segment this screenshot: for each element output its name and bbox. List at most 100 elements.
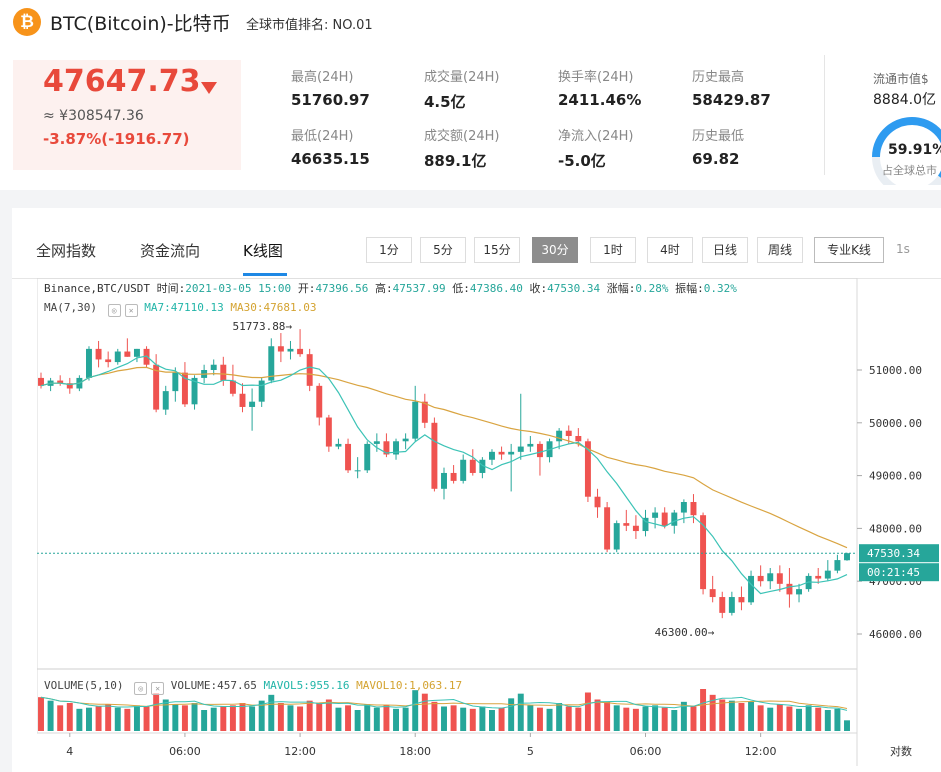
divider <box>824 55 825 175</box>
time-tick-label: 06:00 <box>630 745 662 758</box>
candle-body <box>575 436 582 442</box>
pro-kline-button[interactable]: 专业K线 <box>814 237 884 263</box>
candle-body <box>844 553 850 561</box>
mavol10-value: MAVOL10:1,063.17 <box>356 679 463 692</box>
candle-body <box>335 443 342 447</box>
volume-bar <box>143 706 150 731</box>
volume-bar <box>738 703 745 731</box>
candle-body <box>738 597 745 603</box>
candle-body <box>469 459 476 473</box>
stat-value: 2411.46% <box>558 91 642 109</box>
stat-label: 换手率(24H) <box>558 70 634 85</box>
stat-net-inflow-24h: 净流入(24H) -5.0亿 <box>558 125 633 171</box>
time-tick-label: 12:00 <box>284 745 316 758</box>
volume-bar <box>767 707 774 731</box>
interval-5min-button[interactable]: 5分 <box>420 237 466 263</box>
close-icon[interactable]: ✕ <box>124 304 138 317</box>
candle-body <box>642 517 649 532</box>
candle-body <box>114 351 121 363</box>
candle-body <box>556 430 563 442</box>
candle-body <box>258 380 265 402</box>
price-change: -3.87%(-1916.77) <box>43 130 190 148</box>
candle-body <box>287 348 294 352</box>
volume-bar <box>450 705 457 731</box>
volume-bar <box>671 710 678 731</box>
settings-icon[interactable]: ◎ <box>134 682 148 695</box>
stat-value: -5.0亿 <box>558 152 606 170</box>
close-icon[interactable]: ✕ <box>151 682 165 695</box>
log-scale-toggle[interactable]: 对数 <box>890 744 912 758</box>
candle-body <box>66 383 73 389</box>
candle-body <box>671 512 678 526</box>
interval-day-button[interactable]: 日线 <box>702 237 748 263</box>
circulating-cap-label: 流通市值$ <box>873 72 929 86</box>
candle-body <box>796 589 802 595</box>
time-tick-label: 12:00 <box>745 745 777 758</box>
mavol5-line <box>40 696 848 711</box>
candle-body <box>57 380 64 384</box>
mavol10-line <box>40 696 848 709</box>
candle-body <box>172 372 179 392</box>
interval-1h-button[interactable]: 1时 <box>590 237 636 263</box>
stat-value: 51760.97 <box>291 91 370 109</box>
circulating-cap-value: 8884.0亿 <box>873 92 936 108</box>
volume-bar <box>383 705 390 731</box>
volume-bar <box>297 706 304 731</box>
time-tick-label: 5 <box>527 745 534 758</box>
volume-value: VOLUME:457.65 <box>170 679 257 692</box>
volume-bar <box>748 701 755 731</box>
volume-bar <box>66 703 73 731</box>
time-value: 2021-03-05 15:00 <box>185 282 292 295</box>
candle-body <box>421 401 428 423</box>
volume-bar <box>498 707 505 731</box>
stat-all-time-high: 历史最高 58429.87 <box>692 66 771 109</box>
candle-body <box>239 393 246 407</box>
price-box: 47647.73 ≈ ¥308547.36 -3.87%(-1916.77) <box>13 60 241 170</box>
ma-legend: MA(7,30) ◎ ✕ MA7:47110.13 MA30:47681.03 <box>44 301 316 317</box>
volume-bar <box>57 705 64 731</box>
stat-amount-24h: 成交额(24H) 889.1亿 <box>424 125 499 171</box>
volume-bar <box>316 703 323 731</box>
stat-value: 889.1亿 <box>424 152 487 170</box>
candle-body <box>133 348 140 357</box>
volume-bar <box>47 700 54 731</box>
volume-bar <box>757 705 764 731</box>
volume-bar <box>536 707 543 731</box>
interval-4h-button[interactable]: 4时 <box>647 237 693 263</box>
tab-fund-flow[interactable]: 资金流向 <box>140 242 201 260</box>
ma30-line <box>40 366 848 549</box>
stat-high-24h: 最高(24H) 51760.97 <box>291 66 370 109</box>
volume-bar <box>277 703 284 731</box>
candle-body <box>604 507 611 550</box>
candle-body <box>210 364 217 370</box>
stat-low-24h: 最低(24H) 46635.15 <box>291 125 370 168</box>
stat-label: 最高(24H) <box>291 70 354 85</box>
volume-bar <box>76 708 83 731</box>
interval-15min-button[interactable]: 15分 <box>474 237 520 263</box>
kline-chart[interactable]: 51000.0050000.0049000.0048000.0047000.00… <box>37 278 941 766</box>
volume-bar <box>201 710 208 731</box>
volume-bar <box>441 706 447 731</box>
candle-body <box>364 443 371 471</box>
volume-bar <box>489 710 495 731</box>
volume-bar <box>604 701 611 731</box>
market-share-gauge <box>872 117 941 185</box>
chart-panel: 全网指数 资金流向 K线图 1分 5分 15分 30分 1时 4时 日线 周线 … <box>12 208 941 772</box>
interval-week-button[interactable]: 周线 <box>757 237 803 263</box>
price-down-arrow-icon <box>201 82 217 94</box>
settings-icon[interactable]: ◎ <box>107 304 121 317</box>
tab-network-index[interactable]: 全网指数 <box>36 242 97 260</box>
candle-body <box>277 346 284 352</box>
tab-kline[interactable]: K线图 <box>243 242 283 260</box>
volume-label: VOLUME(5,10) <box>44 679 124 692</box>
stat-label: 最低(24H) <box>291 129 354 144</box>
interval-30min-button[interactable]: 30分 <box>532 237 578 263</box>
candle-body <box>393 441 399 455</box>
interval-1min-button[interactable]: 1分 <box>366 237 412 263</box>
candle-body <box>680 502 687 513</box>
volume-bar <box>844 720 850 731</box>
candle-body <box>181 372 188 405</box>
price-tick-label: 50000.00 <box>869 417 922 430</box>
candle-body <box>767 573 774 582</box>
volume-bar <box>700 689 707 731</box>
